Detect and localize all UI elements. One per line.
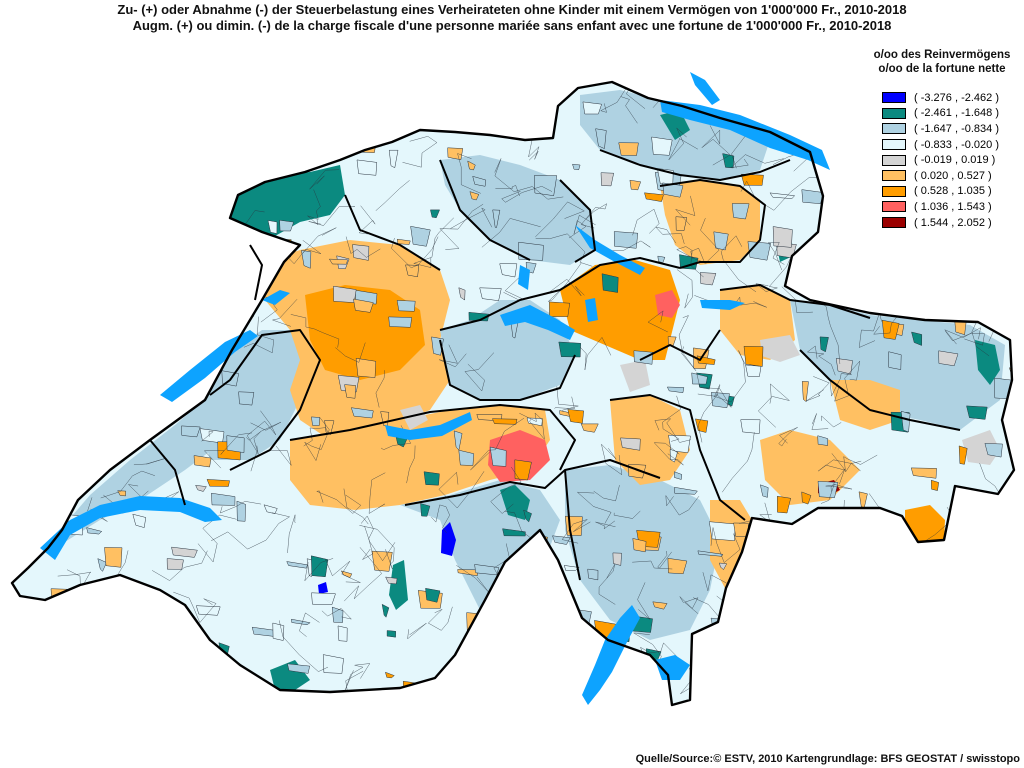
canton-line-3 [404,459,661,506]
canton-line-16 [149,439,186,506]
source-credit: Quelle/Source:© ESTV, 2010 Kartengrundla… [635,753,1020,765]
legend-swatch-6 [882,170,906,182]
legend-row-2: ( -2.461 , -1.648 ) [882,106,1024,122]
lake-8 [582,605,640,705]
lake-11 [518,265,530,290]
canton-line-4 [439,257,681,331]
legend-row-3: ( -1.647 , -0.834 ) [882,121,1024,137]
legend-label-7: ( 0.528 , 1.035 ) [914,185,992,198]
lake-6 [500,305,575,340]
legend-swatch-9 [882,217,906,229]
legend-row-1: ( -3.276 , -2.462 ) [882,90,1024,106]
canton-line-1 [209,329,321,471]
legend-swatch-7 [882,185,906,197]
legend-row-7: ( 0.528 , 1.035 ) [882,184,1024,200]
canton-line-12 [609,394,746,521]
legend-heading-french: o/oo de la fortune nette [878,63,1006,75]
lakes [40,72,830,705]
legend: o/oo des Reinvermögens o/oo de la fortun… [860,48,1024,230]
legend-label-8: ( 1.036 , 1.543 ) [914,200,992,213]
lake-9 [655,655,690,680]
canton-line-6 [599,149,791,181]
legend-items: ( -3.276 , -2.462 ) ( -2.461 , -1.648 ) ( … [882,90,1024,230]
legend-row-4: ( -0.833 , -0.020 ) [882,137,1024,153]
legend-swatch-4 [882,139,906,151]
legend-row-8: ( 1.036 , 1.543 ) [882,199,1024,215]
lake-5 [575,225,645,275]
legend-swatch-3 [882,123,906,135]
legend-label-4: ( -0.833 , -0.020 ) [914,138,999,151]
lake-3 [262,290,290,305]
canton-line-15 [249,244,263,301]
map-title-french: Augm. (+) ou dimin. (-) de la charge fis… [132,18,892,33]
canton-line-13 [564,469,581,581]
canton-line-7 [559,179,596,263]
legend-label-2: ( -2.461 , -1.648 ) [914,107,999,120]
legend-swatch-5 [882,154,906,166]
legend-row-9: ( 1.544 , 2.052 ) [882,215,1024,231]
legend-swatch-1 [882,92,906,104]
canton-borders [10,80,1016,707]
canton-line-2 [289,404,576,471]
canton-line-5 [659,179,766,269]
lake-7 [385,412,472,440]
legend-label-6: ( 0.020 , 0.527 ) [914,169,992,182]
canton-line-9 [344,194,441,271]
legend-swatch-2 [882,107,906,119]
lake-10 [700,300,745,310]
canton-line-8 [439,159,531,261]
legend-label-1: ( -3.276 , -2.462 ) [914,91,999,104]
lake-4 [660,100,830,170]
legend-row-6: ( 0.020 , 0.527 ) [882,168,1024,184]
lake-1 [40,496,222,560]
legend-label-5: ( -0.019 , 0.019 ) [914,154,996,167]
map-title-german: Zu- (+) oder Abnahme (-) der Steuerbelas… [117,2,907,17]
lake-13 [690,72,720,105]
legend-heading-german: o/oo des Reinvermögens [873,49,1011,61]
legend-label-9: ( 1.544 , 2.052 ) [914,216,992,229]
legend-swatch-8 [882,201,906,213]
legend-row-5: ( -0.019 , 0.019 ) [882,152,1024,168]
canton-line-10 [719,284,871,319]
canton-line-11 [799,349,961,431]
legend-label-3: ( -1.647 , -0.834 ) [914,122,999,135]
canton-line-17 [639,329,721,361]
lake-12 [585,298,598,322]
canton-line-14 [439,339,576,401]
